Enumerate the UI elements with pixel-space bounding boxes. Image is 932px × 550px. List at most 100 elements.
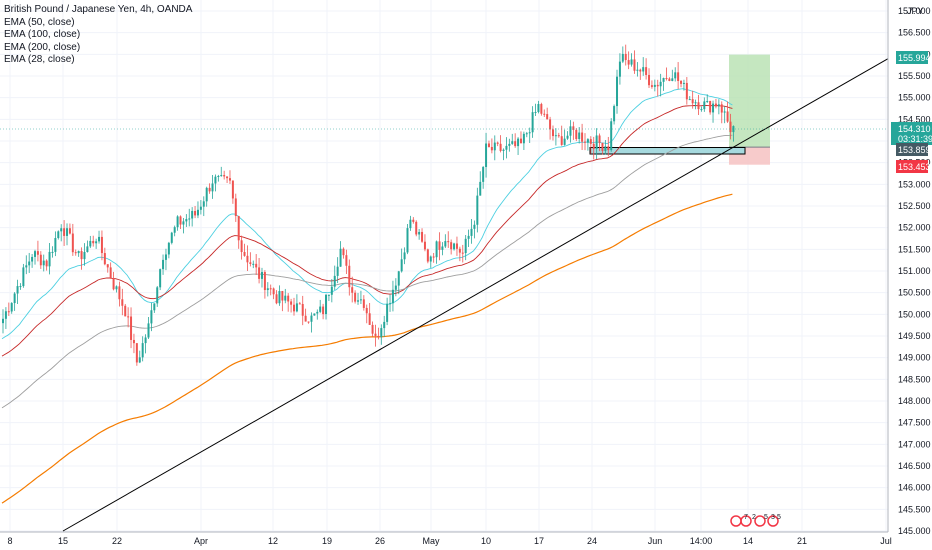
x-tick-label: Apr [194, 536, 208, 546]
event-icon [754, 515, 766, 527]
candle-body [359, 299, 362, 301]
candle-body [164, 254, 167, 260]
candle-body [569, 126, 572, 136]
candle-body [281, 291, 284, 301]
candle-body [80, 251, 83, 260]
candle-body [659, 81, 662, 87]
candle-body [429, 256, 432, 262]
legend-ema50[interactable]: EMA (50, close) [4, 16, 75, 28]
legend-ema28[interactable]: EMA (28, close) [4, 54, 75, 65]
candle-body [179, 216, 182, 225]
symbol-title[interactable]: British Pound / Japanese Yen, 4h, OANDA [4, 4, 193, 15]
candle-body [560, 136, 563, 145]
last-price-label: 154.310 [898, 124, 931, 134]
candle-body [45, 260, 48, 267]
y-tick-label: 157.000 [898, 6, 931, 16]
candle-body [16, 286, 19, 294]
candle-body [310, 315, 313, 322]
candle-body [342, 248, 345, 256]
candle-body [391, 289, 394, 304]
candle-body [68, 228, 71, 234]
candle-body [54, 238, 57, 252]
candle-body [255, 263, 258, 268]
candle-body [694, 102, 697, 104]
candle-body [531, 112, 534, 133]
candle-body [519, 138, 522, 144]
candle-body [589, 139, 592, 144]
candle-body [260, 272, 263, 279]
trendline-line [62, 58, 889, 532]
candle-body [284, 295, 287, 301]
candle-body [141, 343, 144, 358]
candle-body [578, 132, 581, 140]
candle-body [345, 255, 348, 266]
candle-body [389, 303, 392, 305]
trendline [62, 58, 889, 532]
last-price-badge: 154.310 03:31:39 [891, 122, 932, 145]
svg-text:2: 2 [752, 514, 756, 521]
candle-body [435, 241, 438, 258]
candle-body [668, 78, 671, 81]
candle-body [554, 135, 557, 137]
candle-body [322, 306, 325, 315]
candle-body [598, 135, 601, 143]
candle-body [135, 343, 138, 363]
y-tick-label: 145.500 [898, 504, 931, 514]
candle-body [377, 335, 380, 338]
candle-body [4, 311, 7, 319]
candle-body [624, 53, 627, 61]
candle-body [127, 316, 130, 318]
candle-body [476, 195, 479, 225]
candle-body [525, 133, 528, 135]
candle-body [185, 219, 188, 222]
candle-body [86, 246, 89, 253]
price-axis[interactable] [888, 0, 932, 550]
y-tick-label: 147.000 [898, 439, 931, 449]
candle-body [723, 111, 726, 113]
candle-body [287, 295, 290, 302]
candle-body [665, 78, 668, 80]
candle-body [450, 242, 453, 250]
candle-body [138, 357, 141, 363]
candle-body [540, 104, 543, 114]
candle-body [106, 264, 109, 268]
candle-body [426, 249, 429, 262]
candle-body [124, 305, 127, 317]
candle-body [173, 227, 176, 233]
candle-body [266, 288, 269, 291]
time-axis[interactable] [0, 532, 888, 550]
y-tick-label: 150.000 [898, 309, 931, 319]
candle-body [194, 210, 197, 216]
candle-body [118, 286, 121, 300]
candle-body [92, 240, 95, 244]
legend-ema100[interactable]: EMA (100, close) [4, 29, 81, 40]
candle-body [246, 255, 249, 263]
svg-text:5: 5 [764, 514, 768, 521]
candle-body [595, 135, 598, 149]
candle-body [423, 241, 426, 250]
candle-body [458, 248, 461, 253]
candle-body [607, 146, 610, 151]
candle-body [447, 241, 450, 243]
candle-body [214, 176, 217, 184]
currency-label: JPY [907, 6, 924, 16]
candle-body [2, 318, 4, 324]
candle-body [98, 236, 101, 242]
legend-ema200[interactable]: EMA (200, close) [4, 41, 81, 53]
candle-body [645, 67, 648, 75]
candle-body [709, 101, 712, 113]
candle-body [147, 323, 150, 338]
candle-body [325, 294, 328, 315]
svg-text:7: 7 [744, 514, 748, 521]
target-price-badge: 155.994 [896, 51, 931, 64]
x-tick-label: 22 [112, 536, 122, 546]
y-tick-label: 149.500 [898, 331, 931, 341]
candle-body [170, 232, 173, 243]
y-tick-label: 151.000 [898, 266, 931, 276]
event-icons[interactable]: 7 2 5 3 5 [730, 514, 781, 527]
candle-body [482, 167, 485, 182]
candle-body [13, 293, 16, 304]
candle-body [528, 132, 531, 134]
candle-body [514, 141, 517, 147]
